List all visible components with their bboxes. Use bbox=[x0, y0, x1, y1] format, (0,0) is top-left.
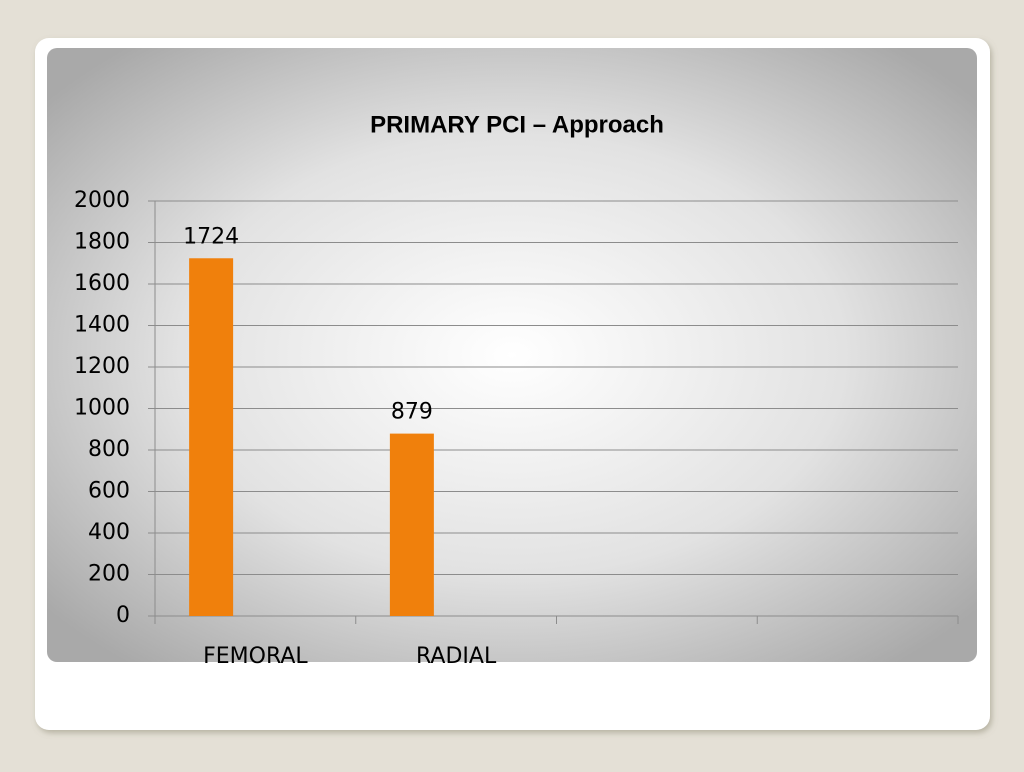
y-tick-label: 0 bbox=[116, 603, 130, 628]
y-tick-label: 1600 bbox=[74, 271, 130, 296]
plot-area: 0 200 400 600 800 1000 1200 1400 1600 1800 2000 FEM… bbox=[74, 188, 959, 669]
y-tick-label: 1800 bbox=[74, 230, 130, 255]
x-tick-label: FEMORAL bbox=[203, 644, 308, 669]
y-tick-label: 400 bbox=[88, 520, 130, 545]
y-tick-label: 600 bbox=[88, 479, 130, 504]
x-tick-label: RADIAL bbox=[416, 644, 497, 669]
y-tick-label: 800 bbox=[88, 437, 130, 462]
y-tick-label: 2000 bbox=[74, 188, 130, 213]
chart-area bbox=[47, 48, 977, 662]
y-tick-label: 200 bbox=[88, 562, 130, 587]
bar bbox=[389, 433, 434, 616]
chart-title: PRIMARY PCI – Approach bbox=[370, 111, 664, 138]
y-tick-label: 1000 bbox=[74, 396, 130, 421]
data-label: 879 bbox=[391, 400, 433, 425]
data-label: 1724 bbox=[183, 224, 239, 249]
bar bbox=[189, 258, 234, 616]
y-tick-label: 1200 bbox=[74, 354, 130, 379]
y-tick-label: 1400 bbox=[74, 313, 130, 338]
